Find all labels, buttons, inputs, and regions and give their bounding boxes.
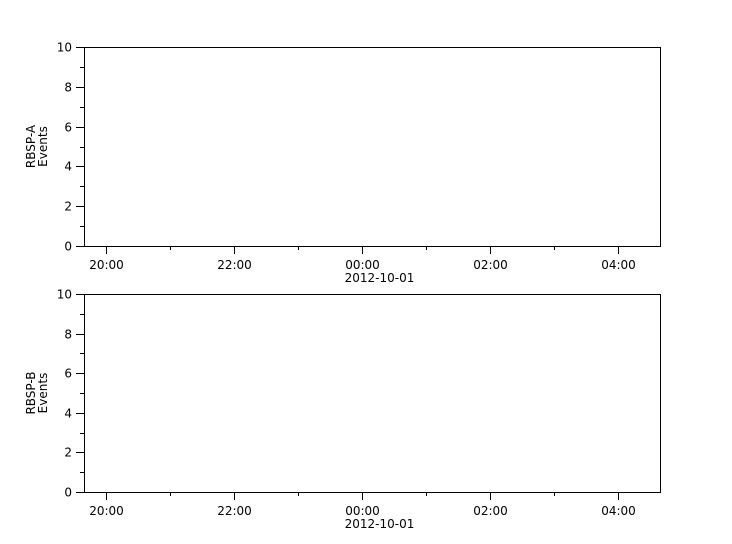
y-axis-label-line-1: RBSP-B — [24, 371, 38, 414]
y-tick-label: 2 — [64, 200, 72, 214]
x-tick-label: 00:00 — [345, 258, 380, 272]
y-tick-label: 6 — [64, 121, 72, 135]
y-tick-label: 6 — [64, 367, 72, 381]
x-tick-label: 22:00 — [217, 258, 252, 272]
y-tick-label: 0 — [64, 486, 72, 500]
y-tick-label: 10 — [57, 288, 72, 302]
plot-frame — [84, 47, 661, 247]
y-axis-label-line-2: Events — [36, 373, 50, 414]
x-tick-label: 20:00 — [89, 258, 124, 272]
x-tick-date-label: 2012-10-01 — [345, 517, 415, 531]
y-tick-label: 4 — [64, 407, 72, 421]
y-tick-label: 0 — [64, 240, 72, 254]
x-tick-label: 02:00 — [473, 504, 508, 518]
y-tick-label: 8 — [64, 328, 72, 342]
x-tick-label: 20:00 — [89, 504, 124, 518]
plot-frame — [84, 294, 661, 493]
y-tick-label: 8 — [64, 81, 72, 95]
x-tick-label: 04:00 — [601, 504, 636, 518]
y-tick-label: 10 — [57, 41, 72, 55]
x-tick-date-label: 2012-10-01 — [345, 271, 415, 285]
x-tick-label: 22:00 — [217, 504, 252, 518]
y-tick-label: 2 — [64, 446, 72, 460]
y-axis-label-line-1: RBSP-A — [24, 124, 38, 168]
y-tick-label: 4 — [64, 160, 72, 174]
x-tick-label: 00:00 — [345, 504, 380, 518]
x-tick-label: 02:00 — [473, 258, 508, 272]
y-axis-label-line-2: Events — [36, 126, 50, 167]
x-tick-label: 04:00 — [601, 258, 636, 272]
